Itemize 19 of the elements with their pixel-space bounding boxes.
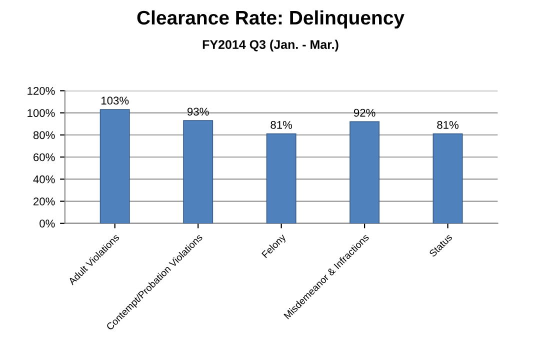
y-tick-label: 100% xyxy=(28,109,55,117)
data-label: 81% xyxy=(437,121,459,129)
data-label: 93% xyxy=(187,108,209,116)
y-tick-label: 0% xyxy=(40,220,55,228)
y-tick-label: 60% xyxy=(34,153,55,162)
data-label: 92% xyxy=(354,108,376,117)
bar xyxy=(350,121,380,224)
bar xyxy=(432,133,463,224)
data-label: 81% xyxy=(270,121,292,129)
y-tick-label: 40% xyxy=(33,175,55,184)
bar xyxy=(266,133,296,224)
y-tick-label: 120% xyxy=(28,87,55,95)
chart-subtitle: FY2014 Q3 (Jan. - Mar.) xyxy=(202,40,338,52)
bar xyxy=(183,120,214,224)
bar xyxy=(100,109,130,224)
data-label: 103% xyxy=(101,96,129,105)
y-tick-label: 20% xyxy=(34,198,55,206)
chart-title: Clearance Rate: Delinquency xyxy=(137,10,404,28)
y-tick-label: 80% xyxy=(33,131,55,140)
